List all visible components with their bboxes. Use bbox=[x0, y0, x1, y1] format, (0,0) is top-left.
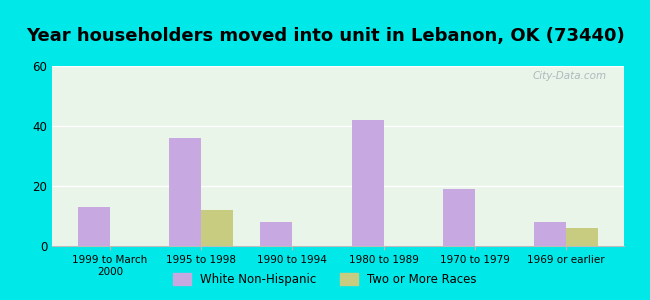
Legend: White Non-Hispanic, Two or More Races: White Non-Hispanic, Two or More Races bbox=[168, 268, 482, 291]
Bar bbox=[78, 207, 110, 246]
Bar bbox=[443, 189, 475, 246]
Text: Year householders moved into unit in Lebanon, OK (73440): Year householders moved into unit in Leb… bbox=[25, 27, 625, 45]
Bar bbox=[201, 210, 233, 246]
Bar bbox=[169, 138, 201, 246]
Bar bbox=[534, 222, 566, 246]
Bar bbox=[566, 228, 598, 246]
Bar bbox=[261, 222, 292, 246]
Bar bbox=[352, 120, 384, 246]
Text: City-Data.com: City-Data.com bbox=[533, 71, 607, 81]
